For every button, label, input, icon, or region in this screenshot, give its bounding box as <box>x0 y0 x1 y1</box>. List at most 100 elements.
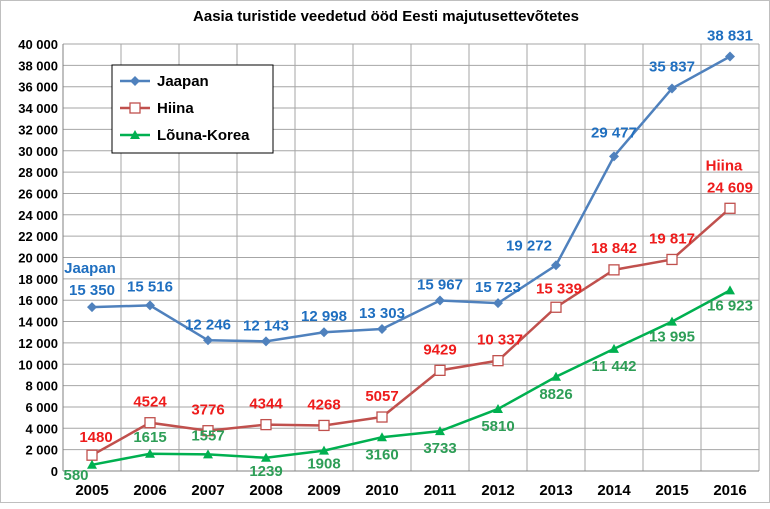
data-label: 13 995 <box>649 329 695 346</box>
data-labels: 15 350 15 516 12 246 12 143 12 998 13 303 15 9… <box>63 27 752 483</box>
data-label: 12 246 <box>185 316 231 333</box>
data-point <box>144 417 156 429</box>
series-group <box>86 51 736 469</box>
data-point <box>86 449 98 461</box>
y-tick-label: 38 000 <box>18 58 58 73</box>
y-tick-label: 0 <box>51 464 58 479</box>
data-point <box>261 452 271 462</box>
data-point <box>203 449 213 459</box>
series-lõuna-korea <box>87 285 735 469</box>
series-line <box>91 289 731 467</box>
x-axis: 2005 2006 2007 2008 2009 2010 2011 2012 2013 2014… <box>63 470 759 499</box>
x-tick-label: 2008 <box>249 482 282 499</box>
data-point <box>550 301 562 313</box>
data-point <box>725 51 735 62</box>
data-point <box>666 253 678 266</box>
data-point <box>434 364 446 376</box>
y-tick-label: 40 000 <box>18 37 58 52</box>
data-point <box>551 260 561 271</box>
series-jaapan <box>87 51 735 347</box>
data-point <box>130 130 140 139</box>
data-label: 1239 <box>249 463 282 480</box>
data-point <box>667 83 677 94</box>
data-point <box>608 264 620 276</box>
data-label: 3776 <box>191 402 224 419</box>
data-label: 38 831 <box>707 27 753 44</box>
data-label: 4268 <box>307 396 340 413</box>
data-label: 35 837 <box>649 58 695 75</box>
data-point <box>261 336 271 347</box>
y-tick-label: 26 000 <box>18 186 58 201</box>
x-tick-label: 2011 <box>424 482 457 499</box>
x-tick-label: 2016 <box>713 482 746 499</box>
data-point <box>435 295 445 306</box>
legend: Jaapan Hiina Lõuna-Korea <box>111 64 274 154</box>
data-point <box>87 302 97 313</box>
data-point <box>667 316 677 326</box>
data-label: 15 967 <box>417 277 463 294</box>
data-point <box>130 76 140 86</box>
y-tick-label: 28 000 <box>18 165 58 180</box>
y-tick-label: 4 000 <box>25 421 58 436</box>
x-tick-label: 2013 <box>539 482 572 499</box>
y-tick-label: 6 000 <box>25 400 58 415</box>
data-label: 5810 <box>481 418 514 435</box>
data-label: 4524 <box>133 394 167 411</box>
data-label: 1480 <box>79 429 112 446</box>
data-point <box>376 411 388 423</box>
y-tick-label: 34 000 <box>18 101 58 116</box>
data-point <box>319 445 329 455</box>
data-label: 15 516 <box>127 278 173 295</box>
data-label: 15 339 <box>536 280 582 297</box>
data-label: 15 350 <box>69 282 115 299</box>
legend-label: Lõuna-Korea <box>157 127 250 144</box>
legend-item: Lõuna-Korea <box>120 127 250 144</box>
x-tick-label: 2006 <box>133 482 166 499</box>
data-label: 18 842 <box>591 240 637 257</box>
legend-item: Jaapan <box>120 73 209 90</box>
y-tick-label: 12 000 <box>18 336 58 351</box>
series-line <box>91 207 731 457</box>
data-point <box>609 151 619 162</box>
legend-label: Hiina <box>157 100 194 117</box>
series-hiina <box>86 202 736 461</box>
data-point <box>145 448 155 458</box>
data-label: 29 477 <box>591 124 637 141</box>
data-point <box>202 425 214 437</box>
y-tick-label: 24 000 <box>18 208 58 223</box>
data-label: 4344 <box>249 396 283 413</box>
data-label: 9429 <box>423 341 456 358</box>
y-tick-label: 36 000 <box>18 80 58 95</box>
data-label: 1908 <box>307 456 340 473</box>
data-point <box>203 335 213 346</box>
data-point <box>609 343 619 353</box>
data-label: 13 303 <box>359 305 405 322</box>
data-label: 3160 <box>365 446 398 463</box>
data-label: 24 609 <box>707 179 753 196</box>
y-tick-label: 8 000 <box>25 379 58 394</box>
chart-title: Aasia turistide veedetud ööd Eesti majut… <box>193 8 579 25</box>
data-point <box>493 298 503 309</box>
data-label: 12 143 <box>243 317 289 334</box>
x-tick-label: 2005 <box>75 482 108 499</box>
grid-lines <box>62 43 760 472</box>
data-label: 1557 <box>191 427 224 444</box>
series-line <box>91 55 731 343</box>
data-label: 19 817 <box>649 230 695 247</box>
data-label: 15 723 <box>475 279 521 296</box>
data-label: 8826 <box>539 386 572 403</box>
data-label: 580 <box>63 467 88 484</box>
data-point <box>493 403 503 413</box>
data-point <box>318 419 330 432</box>
y-tick-label: 22 000 <box>18 229 58 244</box>
data-point <box>724 202 736 214</box>
data-point <box>319 327 329 338</box>
annotation-label: Hiina <box>706 157 743 174</box>
annotation-label: Jaapan <box>64 260 116 277</box>
y-tick-label: 32 000 <box>18 122 58 137</box>
y-tick-label: 10 000 <box>18 357 58 372</box>
y-tick-label: 18 000 <box>18 272 58 287</box>
y-tick-label: 16 000 <box>18 293 58 308</box>
x-tick-label: 2009 <box>307 482 340 499</box>
